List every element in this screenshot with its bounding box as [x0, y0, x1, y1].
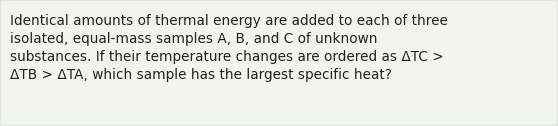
Text: Identical amounts of thermal energy are added to each of three: Identical amounts of thermal energy are …: [10, 14, 448, 28]
Text: isolated, equal-mass samples A, B, and C of unknown: isolated, equal-mass samples A, B, and C…: [10, 32, 378, 46]
Text: substances. If their temperature changes are ordered as ΔTC >: substances. If their temperature changes…: [10, 50, 444, 64]
Text: ΔTB > ΔTA, which sample has the largest specific heat?: ΔTB > ΔTA, which sample has the largest …: [10, 68, 392, 82]
